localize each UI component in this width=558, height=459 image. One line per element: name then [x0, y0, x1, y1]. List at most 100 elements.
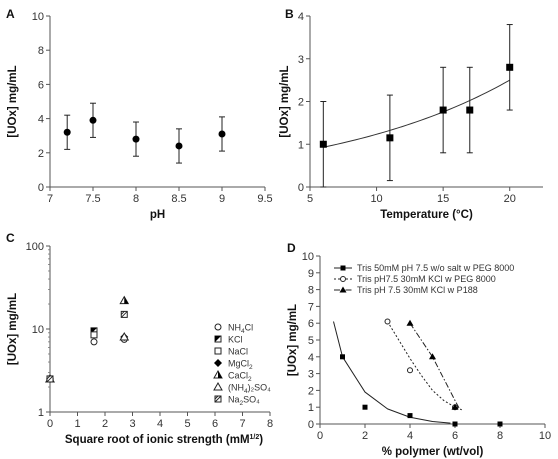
panel-c-legend-label-main: (NH — [228, 383, 244, 393]
panel-d-legend-marker — [340, 276, 346, 282]
panel-d-data-point — [407, 367, 413, 374]
panel-d-y-tick-label: 4 — [308, 352, 314, 364]
panel-c-legend-label-sub: 4 — [241, 328, 245, 335]
panel-a-x-tick-label: 8 — [133, 193, 139, 205]
panel-c-legend-label: NH4Cl — [228, 323, 253, 336]
panel-d-x-tick-label: 4 — [407, 430, 413, 442]
panel-b-y-axis-title: [UOx] mg/mL — [279, 65, 291, 137]
panel-c-data-point-cross2 — [46, 375, 51, 380]
panel-c-legend-label-sub: 4 — [244, 388, 248, 395]
panel-c-legend-label-end: Cl — [245, 323, 254, 333]
panel-d-legend-label: Tris pH 7.5 30mM KCl w P188 — [357, 285, 478, 295]
panel-b-fit-curve — [323, 79, 510, 148]
panel-c-x-tick-label: 4 — [157, 418, 163, 430]
panel-c-legend-label-sub: 2 — [248, 376, 252, 383]
panel-d-y-tick-label: 2 — [308, 385, 314, 397]
panel-d-y-tick-label: 8 — [308, 285, 314, 297]
panel-c-legend-marker — [214, 323, 222, 331]
panel-c-y-tick-label: 100 — [26, 241, 44, 253]
panel-b-x-tick-label: 5 — [307, 193, 313, 205]
panel-a-x-tick-label: 7.5 — [85, 193, 100, 205]
panel-c-x-axis-title-text: Square root of ionic strength (mM — [65, 434, 250, 446]
panel-d-data-point — [452, 421, 458, 427]
panel-c-legend-marker-fill — [215, 336, 221, 342]
panel-b-letter: B — [285, 7, 294, 21]
panel-c-legend-marker-cross — [214, 395, 222, 403]
panel-d-x-axis-title-text: % polymer (wt/vol) — [382, 446, 484, 458]
panel-d-y-tick-label: 7 — [308, 301, 314, 313]
panel-a-y-tick-label: 2 — [38, 148, 44, 160]
panel-c-legend-label-sub: 2 — [240, 400, 244, 407]
panel-c-legend-marker-cross2 — [214, 395, 219, 400]
panel-b-x-tick-label: 20 — [504, 193, 516, 205]
panel-c-legend-marker — [213, 381, 223, 391]
panel-b-x-axis-title: Temperature (°C) — [380, 209, 473, 221]
panel-a-y-tick-label: 6 — [38, 79, 44, 91]
panel-d-y-tick-label: 9 — [308, 268, 314, 280]
panel-c-legend-marker — [214, 335, 222, 343]
panel-d-letter: D — [287, 241, 296, 255]
panel-d-x-tick-label: 6 — [452, 430, 458, 442]
panel-c-legend-label-main: KCl — [228, 335, 243, 345]
panel-c-x-tick-label: 6 — [212, 418, 218, 430]
panel-a-chart: 7 7.5 8 8.5 9 9.5 0 2 4 6 8 10 pH [UOx] mg/mL — [7, 11, 273, 221]
panel-d-legend-label: Tris pH7.5 30mM KCl w PEG 8000 — [357, 274, 496, 284]
panel-b-y-tick-label: 4 — [298, 11, 304, 23]
panel-c-legend-marker-fill — [218, 371, 222, 378]
panel-d-legend-label: Tris 50mM pH 7.5 w/o salt w PEG 8000 — [357, 263, 514, 273]
panel-d-data-point — [497, 421, 503, 427]
panel-b-data-point — [439, 106, 447, 114]
panel-c-x-tick-label: 2 — [102, 418, 108, 430]
panel-b-data-point — [319, 140, 327, 148]
panel-d-y-tick-label: 6 — [308, 318, 314, 330]
panel-c-legend-label: MgCl2 — [228, 359, 253, 372]
panel-c-data-point — [119, 332, 130, 341]
panel-a-x-tick-label: 7 — [47, 193, 53, 205]
panel-d-y-axis-title: [UOx] mg/mL — [287, 304, 299, 376]
panel-c-y-axis-title: [UOx] mg/mL — [7, 293, 19, 365]
panel-d-data-point — [406, 319, 414, 326]
panel-c-x-tick-label: 8 — [267, 418, 273, 430]
panel-a-data-point — [63, 128, 71, 136]
panel-c-data-point-fill — [124, 296, 129, 304]
panel-c-data-point — [119, 295, 130, 305]
panel-c-x-tick-label: 0 — [47, 418, 53, 430]
panel-a-x-axis-title: pH — [150, 209, 165, 221]
panel-d-chart: 0 2 4 6 8 10 0 1 2 3 4 5 6 7 8 9 10 % polymer (wt/vol) [UO… — [287, 251, 551, 458]
panel-c-y-tick-label: 1 — [38, 407, 44, 419]
panel-c-data-point — [120, 310, 128, 318]
panel-c-legend-label-main: NH — [228, 323, 241, 333]
panel-d-x-tick-label: 8 — [497, 430, 503, 442]
panel-b-data-point — [466, 106, 474, 114]
panel-b-y-tick-label: 0 — [298, 182, 304, 194]
panel-d-data-point — [407, 413, 413, 419]
panel-c-legend-label-main: Na — [228, 395, 240, 405]
panel-a-x-tick-label: 8.5 — [171, 193, 186, 205]
panel-d-data-point — [362, 404, 368, 410]
panel-a-y-tick-label: 0 — [38, 182, 44, 194]
panel-d-y-tick-label: 0 — [308, 419, 314, 431]
panel-d-y-tick-label: 5 — [308, 335, 314, 347]
panel-c-letter: C — [6, 231, 15, 245]
panel-c-x-tick-label: 1 — [74, 418, 80, 430]
panel-b-data-point — [506, 63, 514, 71]
panel-c-legend-label-main: CaCl — [228, 371, 248, 381]
panel-d-x-tick-label: 0 — [317, 430, 323, 442]
panel-b-y-tick-label: 3 — [298, 54, 304, 66]
panel-c-legend-label: (NH4)₂SO₄ — [228, 383, 271, 396]
panel-c-legend-marker — [214, 359, 222, 367]
panel-d-x-tick-label: 2 — [362, 430, 368, 442]
panel-d-x-tick-label: 10 — [539, 430, 551, 442]
panel-d-y-tick-label: 3 — [308, 369, 314, 381]
panel-c-data-point — [90, 331, 98, 339]
panel-a-data-point — [175, 142, 183, 150]
panel-d-series-curve — [409, 322, 460, 410]
panel-b-y-tick-label: 1 — [298, 139, 304, 151]
panel-c-legend-label-end: SO₄ — [243, 395, 260, 405]
panel-c-legend-label-main: MgCl — [228, 359, 249, 369]
panel-c-data-point-cross — [120, 311, 128, 318]
panel-d-legend-marker — [339, 286, 347, 293]
panel-c-x-tick-label: 7 — [239, 418, 245, 430]
panel-a-x-tick-label: 9.5 — [257, 193, 272, 205]
